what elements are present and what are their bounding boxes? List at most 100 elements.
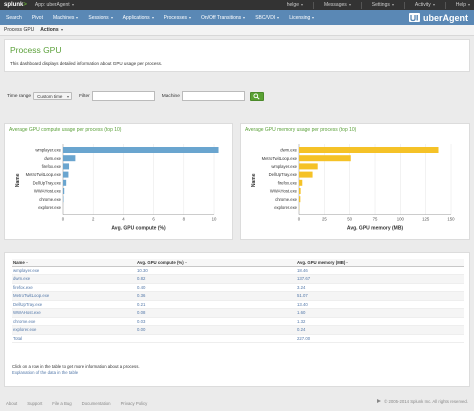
- copyright: © 2005-2014 Splunk Inc. All rights reser…: [376, 398, 468, 404]
- footer-link-documentation[interactable]: Documentation: [81, 400, 111, 406]
- table-row[interactable]: chrome.exe 0.03 1.32: [12, 317, 464, 326]
- time-range-select[interactable]: Custom time: [33, 92, 73, 100]
- y-tick-label: wmplayer.exe: [271, 164, 297, 169]
- table-row[interactable]: explorer.exe 0.00 0.24: [12, 325, 464, 335]
- y-axis-title: Name: [251, 173, 257, 187]
- footer-link-file-bug[interactable]: File a Bug: [52, 400, 72, 406]
- chart-bar: [63, 155, 76, 162]
- footer-link-privacy[interactable]: Privacy Policy: [120, 400, 148, 406]
- splunk-footer-icon: [377, 399, 382, 403]
- chevron-down-icon: [300, 4, 303, 6]
- search-button[interactable]: [249, 91, 264, 101]
- chart-bar: [299, 147, 439, 153]
- table-cell: 0.24: [296, 325, 464, 335]
- table-cell: MetroTwitLoop.exe: [12, 291, 136, 301]
- table-row[interactable]: firefox.exe 0.40 3.24: [12, 283, 464, 292]
- table-cell: Total: [12, 334, 136, 343]
- machine-input[interactable]: [181, 91, 245, 101]
- x-axis-title: Avg. GPU compute (%): [111, 226, 166, 232]
- table-cell: 1.32: [296, 317, 464, 326]
- nav-pivot[interactable]: Pivot: [31, 14, 43, 21]
- chevron-down-icon: [243, 16, 246, 19]
- x-tick-label: 25: [322, 217, 327, 222]
- x-tick-label: 0: [62, 217, 65, 222]
- table-cell: 137.67: [296, 274, 464, 284]
- table-cell: dwm.exe: [12, 274, 136, 284]
- table-row[interactable]: MetroTwitLoop.exe 0.36 51.07: [12, 291, 464, 301]
- user-menu[interactable]: helge: [287, 2, 303, 8]
- y-tick-label: firefox.exe: [278, 180, 298, 185]
- table-cell: 0.40: [136, 283, 296, 292]
- table-cell: 0.21: [136, 300, 296, 309]
- x-tick-label: 8: [183, 217, 186, 222]
- x-tick-label: 6: [152, 217, 155, 222]
- nav-processes[interactable]: Processes: [164, 15, 191, 21]
- settings-menu[interactable]: Settings: [372, 2, 394, 8]
- chart-bar: [299, 171, 313, 178]
- table-cell: wmplayer.exe: [12, 266, 136, 275]
- filter-input[interactable]: [91, 91, 155, 101]
- y-tick-label: dwm.exe: [44, 156, 61, 161]
- x-axis-title: Avg. GPU memory (MB): [347, 226, 404, 232]
- filter-label: Filter: [79, 93, 90, 99]
- footer-link-about[interactable]: About: [6, 400, 18, 406]
- nav-sbc-vdi[interactable]: SBC/VDI: [255, 15, 280, 21]
- table-row[interactable]: dwm.exe 0.82 137.67: [12, 274, 464, 284]
- table-cell: DellUpTray.exe: [12, 300, 136, 309]
- table-hint: Click on a row in the table to get more …: [12, 364, 140, 369]
- table-cell: 1.60: [296, 308, 464, 318]
- table-cell: 0.36: [136, 291, 296, 301]
- gpu-compute-chart-panel: Average GPU compute usage per process (t…: [4, 123, 233, 240]
- chevron-down-icon: [312, 16, 315, 19]
- x-tick-label: 125: [422, 217, 430, 222]
- column-header-gpu-memory[interactable]: Avg. GPU memory (MB): [296, 259, 464, 267]
- messages-menu[interactable]: Messages: [324, 2, 351, 8]
- help-menu[interactable]: Help: [456, 2, 470, 8]
- nav-machines[interactable]: Machines: [53, 15, 79, 21]
- chart-bar: [63, 163, 70, 170]
- footer: About Support File a Bug Documentation P…: [0, 395, 474, 411]
- nav-search[interactable]: Search: [6, 14, 22, 21]
- x-tick-label: 4: [122, 217, 125, 222]
- machine-label: Machine: [161, 93, 180, 99]
- table-row[interactable]: DellUpTray.exe 0.21 13.40: [12, 300, 464, 309]
- y-tick-label: wmplayer.exe: [35, 148, 61, 153]
- table-row[interactable]: wmplayer.exe 10.30 18.46: [12, 266, 464, 275]
- actions-menu[interactable]: Actions: [40, 27, 63, 33]
- table-row[interactable]: WWAHost.exe 0.08 1.60: [12, 308, 464, 318]
- chevron-down-icon: [188, 16, 191, 19]
- activity-menu[interactable]: Activity: [415, 2, 435, 8]
- x-tick-label: 0: [298, 217, 301, 222]
- nav-onoff-transitions[interactable]: On/Off Transitions: [201, 15, 246, 21]
- chevron-down-icon: [71, 4, 74, 6]
- chart-bar: [63, 171, 69, 178]
- footer-link-support[interactable]: Support: [27, 400, 43, 406]
- app-selector[interactable]: App: uberAgent: [35, 2, 74, 8]
- chart-bar: [299, 163, 318, 170]
- gpu-memory-chart-title: Average GPU memory usage per process (to…: [245, 127, 357, 133]
- table-row[interactable]: Total 227.00: [12, 334, 464, 343]
- table-cell: WWAHost.exe: [12, 308, 136, 318]
- chevron-down-icon: [468, 4, 470, 6]
- chevron-down-icon: [348, 4, 351, 6]
- chart-bar: [299, 179, 303, 186]
- y-tick-label: firefox.exe: [42, 164, 62, 169]
- nav-sessions[interactable]: Sessions: [88, 15, 113, 21]
- column-header-gpu-compute[interactable]: Avg. GPU compute (%): [136, 259, 296, 267]
- nav-licensing[interactable]: Licensing: [289, 15, 315, 21]
- splunk-logo[interactable]: splunk>: [4, 2, 27, 8]
- table-cell: 227.00: [296, 334, 464, 343]
- header-panel: Process GPU This dashboard displays deta…: [4, 39, 470, 72]
- table-cell: 0.00: [136, 325, 296, 335]
- chevron-down-icon: [67, 96, 70, 98]
- table-explanation-link[interactable]: Explanation of the data in the table: [12, 370, 79, 375]
- nav-applications[interactable]: Applications: [123, 15, 154, 21]
- sort-icon: [184, 262, 187, 264]
- chevron-down-icon: [432, 4, 435, 6]
- table-cell: chrome.exe: [12, 317, 136, 326]
- y-tick-label: dwm.exe: [280, 148, 297, 153]
- column-header-name[interactable]: Name: [12, 259, 136, 267]
- x-tick-label: 50: [347, 217, 352, 222]
- chart-bar: [63, 147, 219, 153]
- sort-icon: [346, 262, 349, 264]
